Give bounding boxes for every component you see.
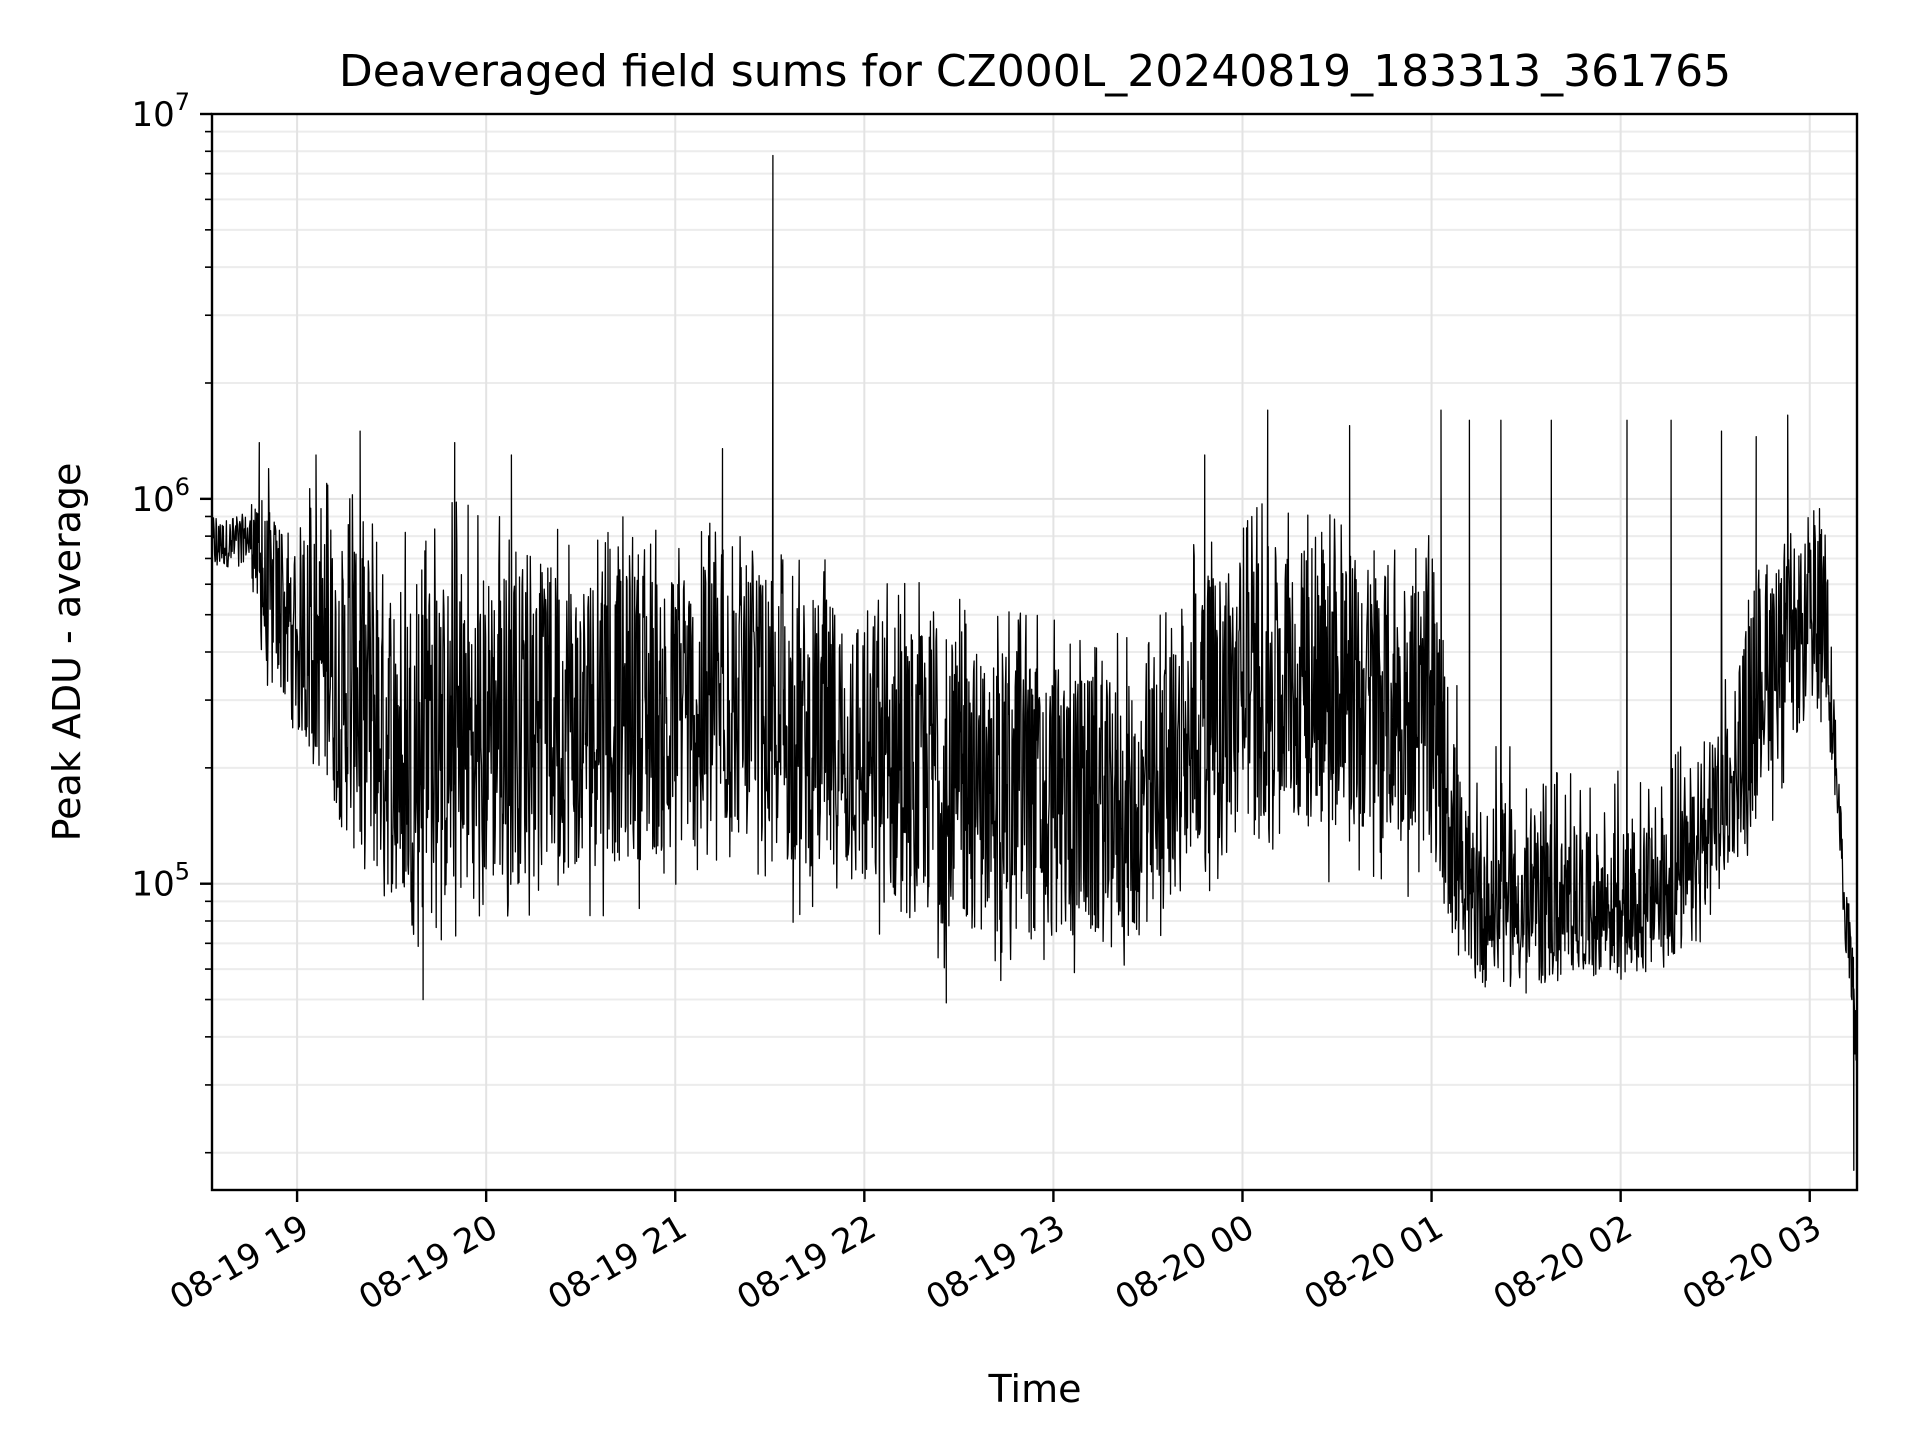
chart-title: Deaveraged field sums for CZ000L_2024081… — [339, 46, 1731, 97]
x-axis-label: Time — [988, 1367, 1082, 1411]
y-tick-label: 107 — [131, 88, 190, 135]
y-tick-label: 105 — [131, 858, 190, 905]
y-axis-label: Peak ADU - average — [45, 463, 89, 842]
y-tick-label: 106 — [131, 473, 190, 520]
plot-area — [212, 154, 1857, 1171]
y-axis: 105 106 107 — [131, 88, 212, 1154]
series-line — [212, 154, 1857, 1171]
